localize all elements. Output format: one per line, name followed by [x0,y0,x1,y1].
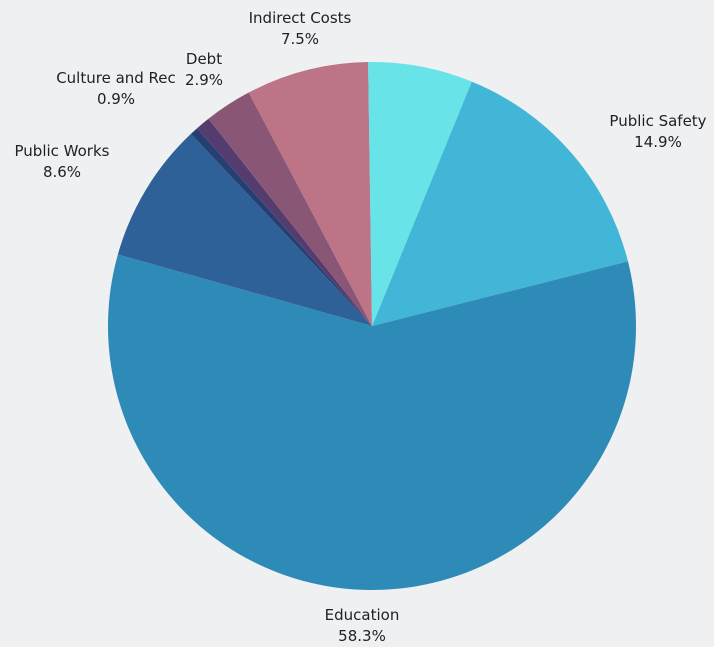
slice-label-education: Education [325,606,400,624]
pie-slice-unlabeled-3 [190,128,372,326]
pie-slice-public-works [117,133,373,326]
slices-layer [107,62,636,590]
pie-slice-indirect-costs [248,62,372,326]
slice-label-public-safety: Public Safety [609,112,706,130]
pie-slice-culture-and-rec [197,118,372,326]
pie-slice-public-safety [372,81,628,326]
labels-layer: Public Safety 14.9% Education 58.3% Public W… [15,9,707,645]
slice-label-culture-and-rec: Culture and Rec [56,69,176,87]
slice-value-culture-and-rec: 0.9% [97,90,135,108]
pie-slice-education [107,254,636,590]
slice-label-public-works: Public Works [15,142,110,160]
slice-value-public-safety: 14.9% [634,133,682,151]
pie-slice-debt [208,92,372,326]
pie-slice-unlabeled-7 [368,62,472,327]
slice-value-indirect-costs: 7.5% [281,30,319,48]
slice-value-debt: 2.9% [185,71,223,89]
slice-label-indirect-costs: Indirect Costs [249,9,352,27]
slice-value-public-works: 8.6% [43,163,81,181]
slice-label-debt: Debt [186,50,222,68]
slice-value-education: 58.3% [338,627,386,645]
